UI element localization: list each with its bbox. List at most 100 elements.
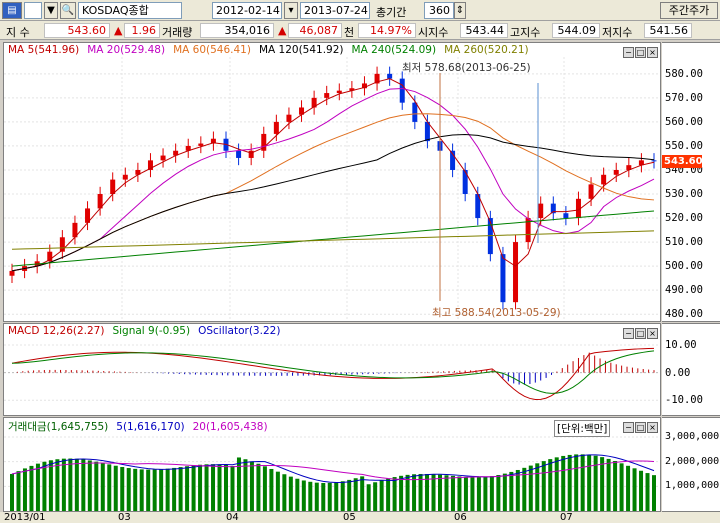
- volume-bar: [327, 482, 332, 511]
- end-date-input[interactable]: 2013-07-24: [300, 2, 370, 19]
- volume-bar: [16, 471, 21, 511]
- volume-bar: [198, 464, 203, 511]
- volume-bar: [100, 462, 105, 511]
- price-legend: MA 5(541.96) MA 20(529.48) MA 60(546.41) MA…: [8, 44, 537, 56]
- volume-bar: [606, 458, 611, 511]
- candle-body: [613, 169, 619, 175]
- price-chart[interactable]: [4, 43, 661, 322]
- panel-max-icon[interactable]: □: [635, 328, 646, 339]
- volume-bar: [626, 465, 631, 511]
- volume-bar: [113, 465, 118, 511]
- period-stepper[interactable]: ⇕: [454, 2, 466, 19]
- macd-panel-controls[interactable]: − □ ×: [622, 326, 658, 339]
- volume-bar: [548, 459, 553, 511]
- volume-bar: [262, 466, 267, 511]
- candle-body: [97, 194, 103, 209]
- legend-vol-ma5: 5(1,616,170): [116, 421, 185, 433]
- volume-bar: [94, 461, 99, 511]
- macd-legend: MACD 12,26(2.27) Signal 9(-0.95) OScillato…: [8, 325, 288, 337]
- volume-bar: [431, 474, 436, 511]
- ma260-line: [11, 230, 655, 250]
- panel-close-icon[interactable]: ×: [647, 422, 658, 433]
- price-panel-controls[interactable]: − □ ×: [622, 45, 658, 58]
- volume-bar: [211, 464, 216, 511]
- candle-body: [462, 169, 468, 195]
- volume-bar: [22, 468, 27, 511]
- ma-line: [11, 113, 655, 272]
- volume-bar: [425, 473, 430, 511]
- volume-panel-controls[interactable]: − □ ×: [622, 420, 658, 433]
- volume-bar: [360, 476, 365, 511]
- name-input[interactable]: KOSDAQ종합: [78, 2, 182, 19]
- volume-bar: [515, 469, 520, 511]
- candle-body: [59, 237, 65, 252]
- candle-body: [387, 73, 393, 79]
- legend-ma20: MA 20(529.48): [87, 44, 166, 56]
- volume-value: 354,016: [200, 23, 274, 38]
- volume-bar: [632, 468, 637, 511]
- macd-chart[interactable]: [4, 324, 661, 416]
- volume-bar: [55, 459, 60, 511]
- volume-bar: [496, 475, 501, 511]
- candle-body: [538, 203, 544, 219]
- unit-label: [단위:백만]: [554, 420, 611, 437]
- chart-icon[interactable]: ▤: [2, 2, 22, 19]
- volume-bar: [541, 461, 546, 511]
- candle-body: [299, 107, 305, 115]
- candle-body: [450, 150, 456, 170]
- legend-ma5: MA 5(541.96): [8, 44, 80, 56]
- volume-bar: [74, 458, 79, 511]
- high-value: 544.09: [552, 23, 600, 38]
- volume-bar: [308, 481, 313, 511]
- candle-body: [336, 90, 342, 94]
- panel-close-icon[interactable]: ×: [647, 328, 658, 339]
- volume-bar: [10, 473, 14, 511]
- search-icon[interactable]: 🔍: [60, 2, 76, 19]
- panel-min-icon[interactable]: −: [623, 328, 634, 339]
- candle-body: [110, 179, 116, 195]
- code-dropdown-icon[interactable]: ▼: [44, 2, 58, 19]
- date-range-toggle[interactable]: ▾: [284, 2, 298, 19]
- panel-max-icon[interactable]: □: [635, 422, 646, 433]
- candle-body: [349, 88, 355, 91]
- volume-chart[interactable]: [4, 418, 661, 512]
- volume-bar: [561, 455, 566, 511]
- y-tick: 510.00: [665, 236, 703, 249]
- candle-body: [311, 97, 317, 108]
- candle-body: [601, 174, 607, 185]
- panel-min-icon[interactable]: −: [623, 47, 634, 58]
- volume-bar: [399, 475, 404, 511]
- panel-max-icon[interactable]: □: [635, 47, 646, 58]
- volume-bar: [457, 476, 462, 511]
- volume-bar: [470, 477, 475, 511]
- code-input[interactable]: [24, 2, 42, 19]
- volume-bar: [172, 467, 177, 511]
- high-label: 고지수: [510, 26, 541, 39]
- candle-body: [475, 194, 481, 219]
- volume-bar: [438, 474, 442, 511]
- candle-body: [173, 150, 179, 156]
- volume-bar: [146, 469, 151, 511]
- volume-bar: [463, 476, 468, 511]
- x-label: 03: [118, 512, 131, 523]
- volume-panel[interactable]: 거래대금(1,645,755) 5(1,616,170) 20(1,605,438)…: [3, 417, 661, 512]
- period-input[interactable]: 360: [424, 2, 454, 19]
- volume-bar: [535, 463, 540, 511]
- candle-body: [575, 198, 581, 219]
- macd-panel[interactable]: MACD 12,26(2.27) Signal 9(-0.95) OScillato…: [3, 323, 661, 416]
- volume-bar: [249, 461, 254, 511]
- volume-bar: [489, 476, 494, 511]
- up-arrow-icon: ▲: [114, 24, 123, 37]
- volume-bar: [314, 482, 319, 511]
- open-value: 543.44: [460, 23, 508, 38]
- low-annotation: 최고 588.54(2013-05-29): [432, 307, 561, 319]
- start-date-input[interactable]: 2012-02-14: [212, 2, 282, 19]
- candle-body: [563, 213, 569, 219]
- price-panel[interactable]: MA 5(541.96) MA 20(529.48) MA 60(546.41) MA…: [3, 42, 661, 322]
- macd-axis: 10.00 0.00 -10.00: [662, 323, 720, 416]
- volume-bar: [81, 459, 86, 511]
- ma-line: [11, 78, 655, 272]
- panel-min-icon[interactable]: −: [623, 422, 634, 433]
- panel-close-icon[interactable]: ×: [647, 47, 658, 58]
- chart-type-button[interactable]: 주간주가: [660, 2, 718, 19]
